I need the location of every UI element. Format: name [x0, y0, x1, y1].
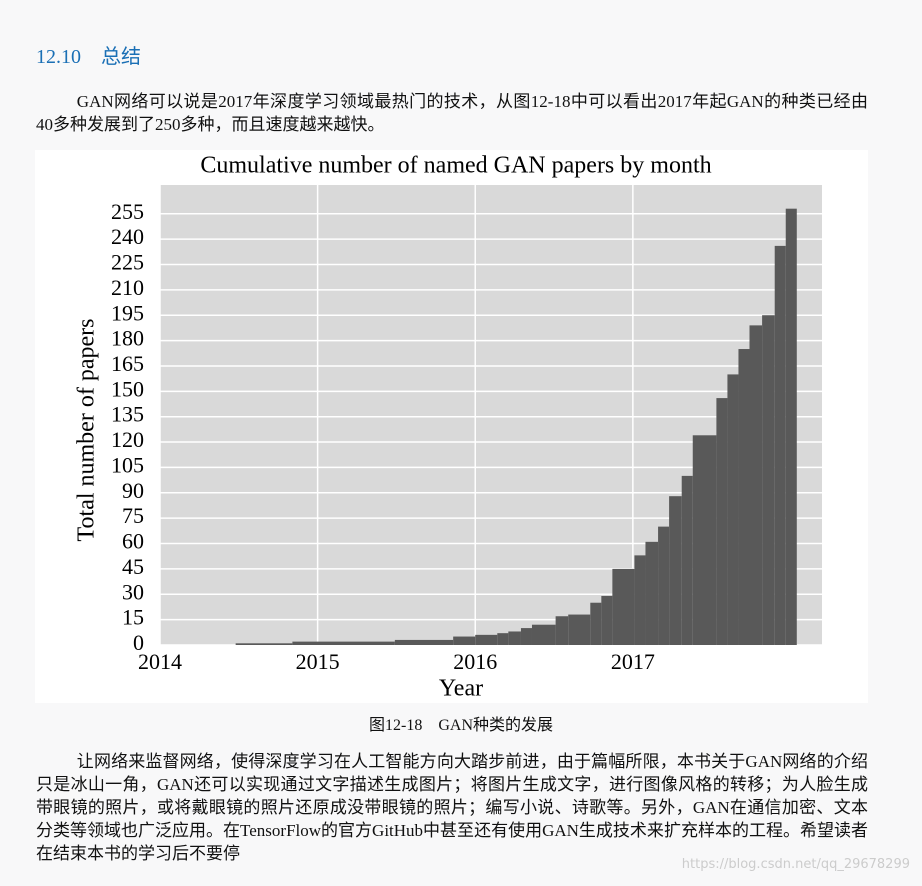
y-tick-label: 75: [122, 503, 144, 528]
section-heading: 12.10 总结: [36, 40, 161, 69]
bar: [555, 616, 569, 645]
bar: [762, 315, 775, 645]
y-tick-label: 105: [111, 452, 144, 477]
y-tick-label: 195: [111, 300, 144, 325]
bar: [785, 208, 797, 646]
bar: [394, 639, 454, 645]
bar: [645, 541, 659, 645]
x-tick-label: 2014: [138, 649, 182, 674]
bar: [634, 555, 646, 645]
bar: [692, 435, 717, 645]
bar: [749, 325, 763, 645]
chart: Cumulative number of named GAN papers by…: [35, 150, 868, 703]
y-tick-label: 150: [111, 376, 144, 401]
y-tick-label: 135: [111, 402, 144, 427]
bar: [475, 634, 498, 645]
y-tick-label: 210: [111, 275, 144, 300]
y-tick-label: 0: [133, 630, 144, 655]
bar: [568, 614, 591, 645]
bar: [520, 628, 532, 645]
paragraph: GAN网络可以说是2017年深度学习领域最热门的技术，从图12-18中可以看出2…: [36, 92, 868, 134]
bar: [727, 374, 739, 645]
paragraph: 让网络来监督网络，使得深度学习在人工智能方向大踏步前进，由于篇幅所限，本书关于G…: [36, 752, 868, 863]
bar: [738, 349, 750, 645]
bar: [774, 245, 786, 645]
bar: [590, 602, 602, 645]
section-title: 总结: [101, 46, 141, 68]
y-tick-label: 225: [111, 250, 144, 275]
bar: [292, 641, 395, 645]
y-tick-label: 45: [122, 554, 144, 579]
section-number: 12.10: [36, 46, 81, 68]
y-tick-label: 15: [122, 605, 144, 630]
bar: [681, 475, 693, 645]
bar: [453, 636, 476, 645]
bar: [669, 496, 682, 645]
bar: [235, 643, 293, 645]
bar: [658, 526, 670, 645]
y-tick-label: 60: [122, 529, 144, 554]
y-tick-label: 180: [111, 326, 144, 351]
chart-title: Cumulative number of named GAN papers by…: [200, 153, 711, 179]
y-tick-label: 255: [111, 199, 144, 224]
bar: [612, 568, 635, 645]
x-axis-label: Year: [439, 676, 483, 702]
bar: [531, 624, 556, 645]
x-tick-label: 2016: [453, 649, 497, 674]
y-tick-label: 165: [111, 351, 144, 376]
y-tick-label: 240: [111, 224, 144, 249]
x-tick-label: 2017: [611, 649, 655, 674]
x-tick-label: 2015: [296, 649, 340, 674]
bar: [497, 633, 509, 645]
bar: [716, 398, 728, 645]
caption: 图12-18 GAN种类的发展: [369, 717, 553, 734]
y-tick-label: 90: [122, 478, 144, 503]
y-tick-label: 30: [122, 579, 144, 604]
bar: [601, 595, 613, 645]
watermark: https://blog.csdn.net/qq_29678299: [681, 857, 910, 872]
bar: [508, 631, 521, 645]
y-axis-label: Total number of papers: [74, 319, 100, 542]
y-tick-label: 120: [111, 427, 144, 452]
